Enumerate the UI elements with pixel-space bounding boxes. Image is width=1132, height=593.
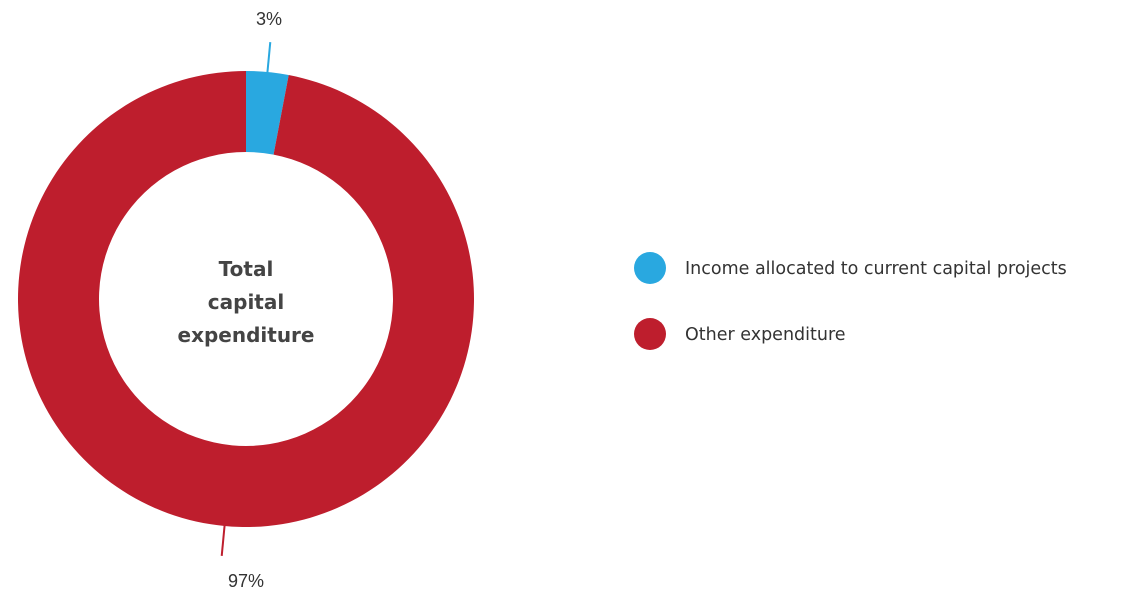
center-label-line-2: capital — [208, 290, 284, 314]
center-label-line-3: expenditure — [178, 323, 315, 347]
legend-label-income: Income allocated to current capital proj… — [685, 259, 1067, 279]
center-label-line-1: Total — [219, 257, 274, 281]
leader-line-other — [220, 523, 226, 556]
legend-marker-income — [634, 252, 666, 284]
donut-slices — [18, 71, 475, 527]
legend-label-other: Other expenditure — [685, 325, 846, 345]
leader-line-income — [266, 42, 272, 75]
data-label-other: 97% — [228, 571, 264, 591]
slice-income — [246, 71, 289, 155]
leader-lines — [220, 42, 272, 556]
data-label-income: 3% — [256, 9, 282, 29]
slice-other — [18, 71, 475, 527]
legend-marker-other — [634, 318, 666, 350]
